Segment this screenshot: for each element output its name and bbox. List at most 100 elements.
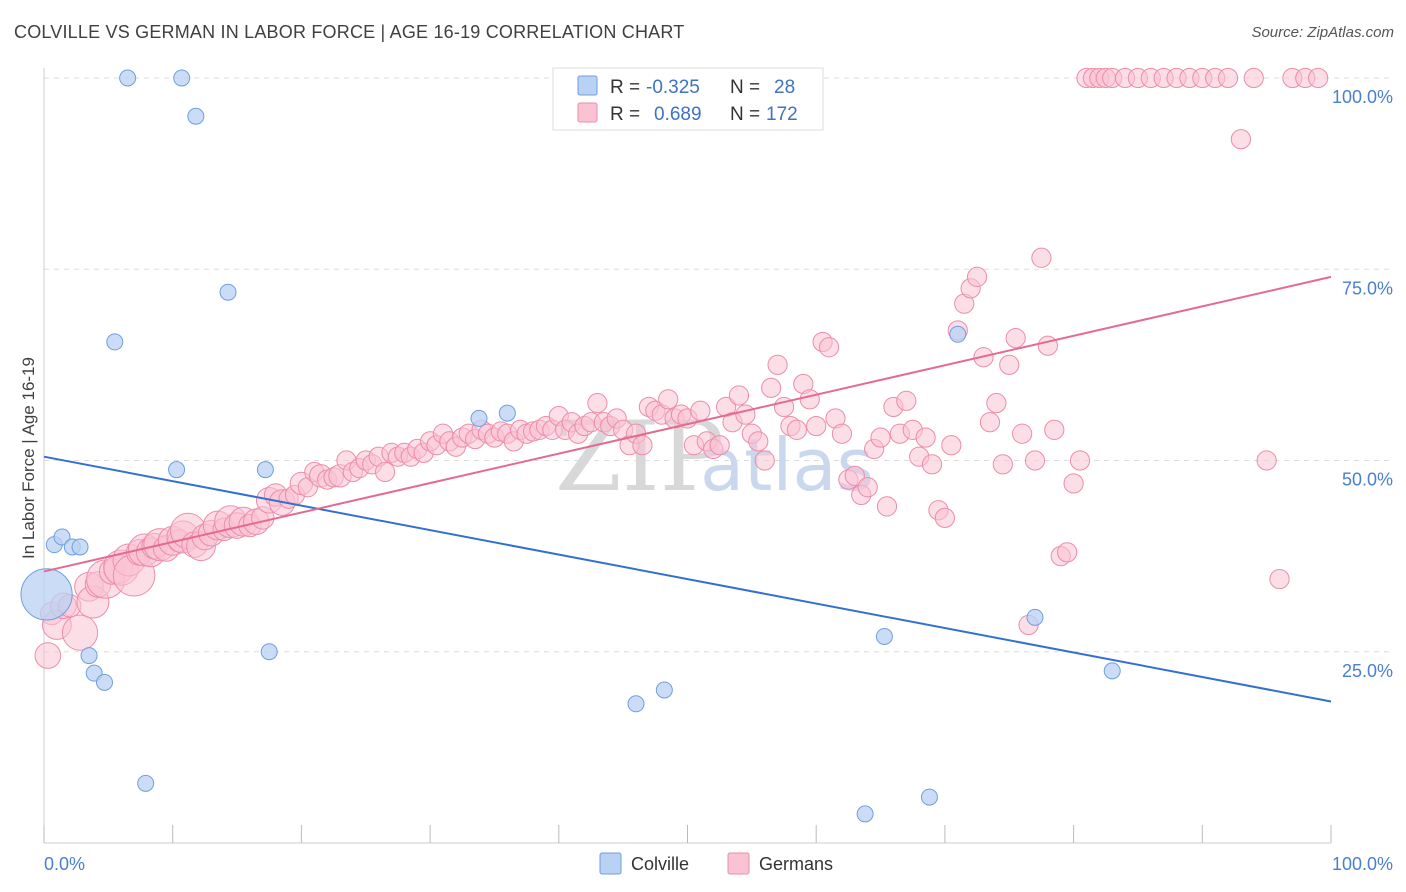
germans-point-5	[61, 614, 99, 651]
germans-point-116	[767, 354, 788, 375]
colville-trend-line	[43, 455, 1332, 703]
germans-point-161	[1057, 542, 1078, 563]
colville-point-23	[920, 788, 938, 806]
colville-point-16	[260, 643, 278, 661]
germans-point-99	[658, 389, 679, 410]
germans-point-114	[754, 450, 775, 471]
germans-point-139	[915, 427, 936, 448]
colville-point-8	[106, 333, 124, 351]
y-tick-label-1: 50.0%	[1342, 470, 1393, 490]
germans-point-121	[799, 389, 820, 410]
germans-point-128	[844, 465, 865, 486]
colville-point-21	[856, 805, 874, 823]
colville-point-22	[875, 627, 893, 645]
axes	[43, 68, 1332, 844]
germans-point-113	[748, 431, 769, 452]
chart-title: COLVILLE VS GERMAN IN LABOR FORCE | AGE …	[14, 22, 685, 42]
y-tick-label-2: 75.0%	[1342, 278, 1393, 298]
germans-point-88	[587, 393, 608, 414]
germans-point-122	[806, 415, 827, 437]
legend-r-label-colville: R =	[610, 77, 640, 98]
colville-point-19	[627, 695, 645, 713]
x-tick-label-start: 0.0%	[44, 854, 85, 874]
colville-points	[20, 69, 1121, 823]
legend-swatch-germans	[577, 102, 598, 123]
colville-point-20	[655, 681, 673, 699]
germans-point-136	[896, 390, 917, 411]
legend-swatch-colville	[577, 75, 598, 96]
germans-point-130	[857, 477, 878, 498]
colville-point-10	[137, 774, 155, 792]
colville-point-15	[256, 461, 274, 479]
germans-point-111	[735, 404, 756, 425]
germans-point-154	[1012, 423, 1033, 444]
y-tick-label-0: 25.0%	[1342, 661, 1393, 681]
bottom-legend-swatch-colville	[599, 852, 622, 875]
trend-lines	[43, 275, 1332, 703]
germans-point-184	[1308, 67, 1329, 89]
bottom-legend-label-germans: Germans	[759, 854, 833, 874]
colville-point-11	[168, 461, 186, 479]
colville-point-0	[20, 568, 73, 621]
colville-point-25	[1026, 608, 1044, 626]
legend-r-label-germans: R =	[610, 104, 640, 125]
bottom-legend-swatch-germans	[727, 852, 750, 875]
y-axis-label: In Labor Force | Age 16-19	[19, 357, 38, 559]
germans-trend-line	[43, 275, 1332, 573]
series-legend: Colville Germans	[599, 852, 833, 875]
germans-point-142	[934, 507, 956, 528]
legend-n-label-colville: N =	[730, 77, 760, 98]
bottom-legend-label-colville: Colville	[631, 854, 689, 874]
germans-point-110	[728, 385, 750, 406]
germans-point-153	[1005, 328, 1026, 349]
tick-labels: 25.0% 50.0% 75.0% 100.0% 0.0% 100.0%	[44, 87, 1393, 874]
germans-point-156	[1024, 450, 1046, 471]
germans-point-158	[1037, 335, 1058, 356]
colville-point-14	[219, 283, 237, 301]
germans-points	[34, 67, 1329, 669]
legend-r-value-colville: -0.325	[646, 77, 700, 98]
germans-point-149	[979, 412, 1001, 433]
germans-point-177	[1217, 67, 1239, 89]
germans-point-104	[690, 400, 711, 421]
germans-point-178	[1230, 129, 1252, 150]
colville-point-2	[53, 528, 71, 546]
colville-point-18	[498, 404, 516, 422]
germans-point-95	[632, 435, 653, 456]
grid-lines	[44, 77, 1392, 653]
germans-point-150	[986, 393, 1007, 414]
germans-point-126	[831, 423, 853, 444]
stats-legend: R = -0.325 N = 28 R = 0.689 N = 172	[552, 67, 824, 131]
colville-point-12	[173, 69, 191, 87]
germans-point-163	[1069, 450, 1091, 471]
y-tick-label-3: 100.0%	[1332, 87, 1393, 107]
colville-point-26	[1103, 662, 1121, 680]
colville-point-7	[95, 673, 113, 691]
germans-point-124	[818, 337, 840, 358]
germans-point-159	[1044, 419, 1065, 440]
x-tick-label-end: 100.0%	[1332, 854, 1393, 874]
legend-box	[552, 67, 824, 131]
source-credit: Source: ZipAtlas.com	[1251, 24, 1394, 41]
germans-point-143	[941, 435, 962, 456]
germans-point-133	[876, 496, 898, 517]
germans-point-115	[761, 377, 782, 398]
colville-point-13	[187, 107, 205, 125]
legend-n-label-germans: N =	[730, 104, 760, 125]
colville-point-4	[71, 538, 89, 556]
germans-point-107	[709, 435, 730, 456]
legend-n-value-colville: 28	[774, 77, 795, 98]
germans-point-140	[921, 454, 943, 475]
germans-point-132	[870, 427, 891, 448]
colville-point-5	[80, 647, 98, 665]
legend-r-value-germans: 0.689	[654, 104, 702, 125]
germans-point-0	[34, 642, 62, 669]
germans-point-147	[966, 266, 988, 287]
colville-point-9	[119, 69, 137, 87]
legend-n-value-germans: 172	[766, 104, 798, 125]
germans-point-180	[1256, 450, 1277, 471]
germans-point-157	[1031, 247, 1052, 268]
germans-point-162	[1063, 473, 1084, 494]
germans-point-55	[374, 461, 396, 483]
